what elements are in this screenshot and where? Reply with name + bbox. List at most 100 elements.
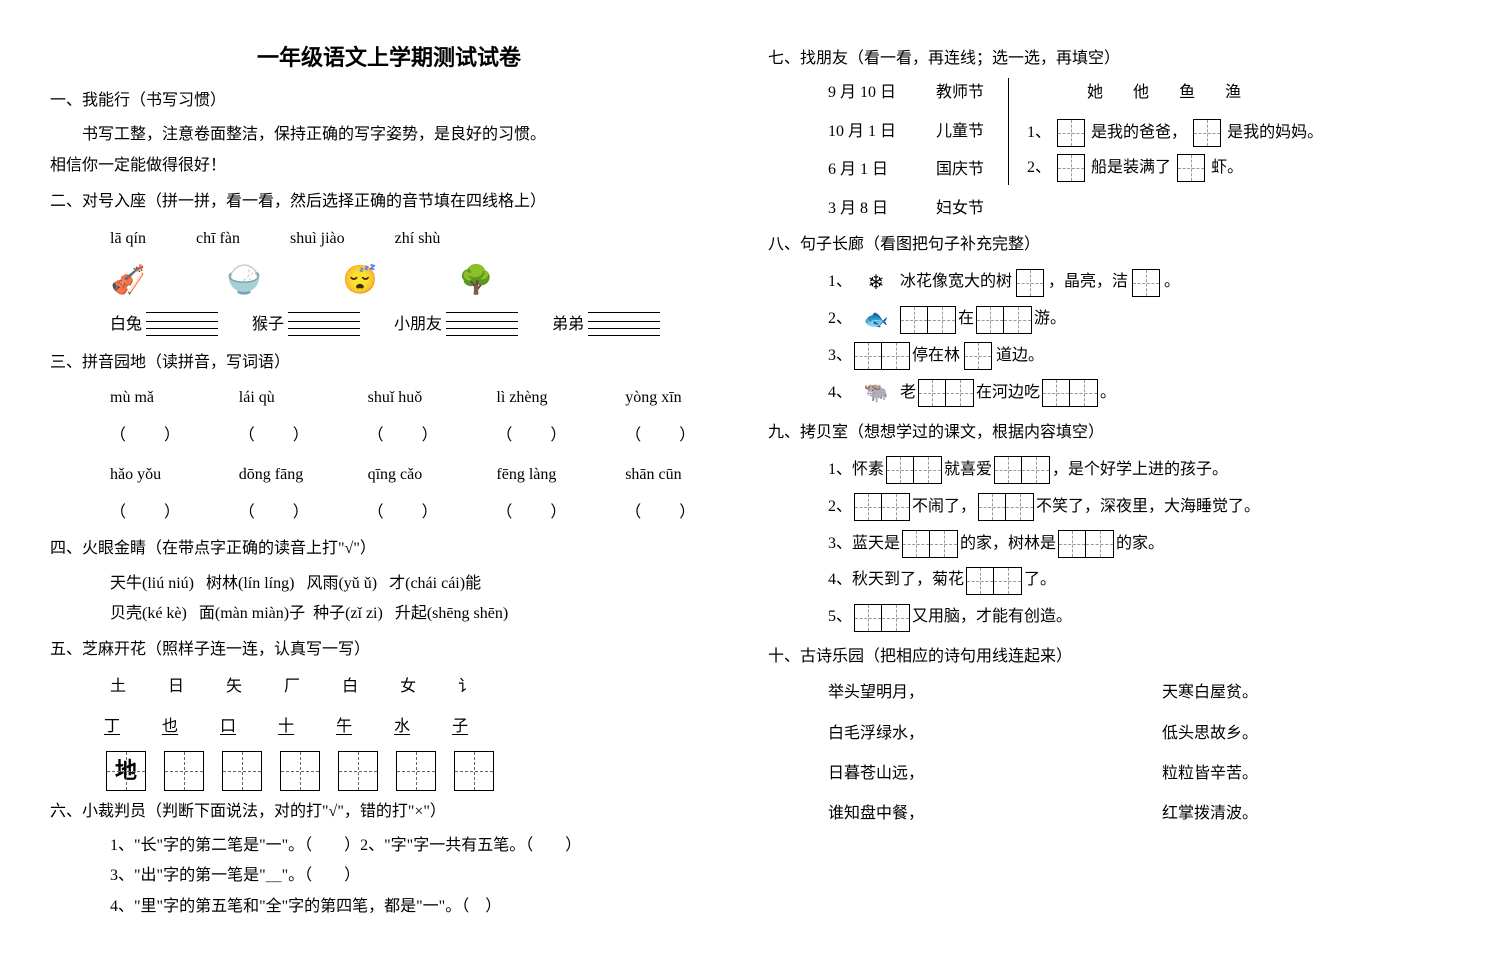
tianzige-pair <box>854 493 910 521</box>
paren: （ ） <box>110 421 213 451</box>
q4: 四、火眼金睛（在带点字正确的读音上打"√"） 天牛(liú niú) 树林(lí… <box>50 534 728 629</box>
q4-head: 四、火眼金睛（在带点字正确的读音上打"√"） <box>50 534 728 564</box>
right-column: 七、找朋友（看一看，再连线；选一选，再填空） 9 月 10 日 教师节 10 月… <box>768 40 1446 928</box>
char: 口 <box>220 712 236 742</box>
q1-line1: 书写工整，注意卷面整洁，保持正确的写字姿势，是良好的习惯。 <box>50 120 728 150</box>
text: 3、 <box>828 338 852 375</box>
q7-fest-2: 国庆节 <box>936 155 984 185</box>
q7-fill: 她 他 鱼 渔 1、 是我的爸爸， 是我的妈妈。 2、 <box>1008 78 1323 185</box>
text: 在河边吃 <box>976 375 1040 412</box>
q2-pic-row: 🎻 🍚 😴 🌳 <box>100 258 728 304</box>
char: 矢 <box>226 672 242 702</box>
q9-list: 1、怀素 就喜爱 ，是个好学上进的孩子。 2、 不闹了， 不笑了，深夜里，大海睡… <box>828 452 1446 636</box>
q5-head: 五、芝麻开花（照样子连一连，认真写一写） <box>50 635 728 665</box>
tianzige-example: 地 <box>106 751 146 791</box>
q3-r1-4: yòng xīn <box>625 383 728 413</box>
text: 了。 <box>1024 562 1056 599</box>
q7: 七、找朋友（看一看，再连线；选一选，再填空） 9 月 10 日 教师节 10 月… <box>768 44 1446 224</box>
text: 停在林 <box>912 338 960 375</box>
char: 他 <box>1133 78 1149 108</box>
char: 土 <box>110 672 126 702</box>
poem-right: 红掌拨清波。 <box>1162 799 1446 829</box>
text: 的家，树林是 <box>960 526 1056 563</box>
paren: （ ） <box>239 498 342 528</box>
q1: 一、我能行（书写习惯） 书写工整，注意卷面整洁，保持正确的写字姿势，是良好的习惯… <box>50 86 728 181</box>
q9-s2: 2、 不闹了， 不笑了，深夜里，大海睡觉了。 <box>828 489 1446 526</box>
paren: （ ） <box>368 498 471 528</box>
paren: （ ） <box>110 498 213 528</box>
q2-pinyin-row: lā qín chī fàn shuì jiào zhí shù <box>110 224 728 254</box>
q1-line2: 相信你一定能做得很好！ <box>50 151 728 181</box>
text: 5、 <box>828 599 852 636</box>
q9-s4: 4、秋天到了，菊花 了。 <box>828 562 1446 599</box>
text: 冰花像宽大的树 <box>900 264 1012 301</box>
q5: 五、芝麻开花（照样子连一连，认真写一写） 土 日 矢 厂 白 女 讠 丁 也 口… <box>50 635 728 790</box>
q3-r1-2: shuǐ huǒ <box>368 383 471 413</box>
q3-r2-4: shān cūn <box>625 460 728 490</box>
tianzige-pair <box>902 530 958 558</box>
tianzige <box>164 751 204 791</box>
text: 4、 <box>828 375 852 412</box>
char: 丁 <box>104 712 120 742</box>
q2-head: 二、对号入座（拼一拼，看一看，然后选择正确的音节填在四线格上） <box>50 187 728 217</box>
text: 在 <box>958 301 974 338</box>
paren: （ ） <box>239 421 342 451</box>
text: 老 <box>900 375 916 412</box>
q5-tianzige-row: 地 <box>106 751 728 791</box>
q7-content: 9 月 10 日 教师节 10 月 1 日 儿童节 6 月 1 日 国庆节 3 … <box>768 78 1446 224</box>
tianzige-pair <box>854 342 910 370</box>
q2-item-1: 猴子 <box>252 310 360 340</box>
text: 虾。 <box>1211 159 1243 176</box>
q2-label-2: 小朋友 <box>394 310 442 340</box>
sixian-box <box>446 312 518 336</box>
tianzige-small <box>1016 269 1044 297</box>
q8-s4: 4、 🐃 老 在河边吃 。 <box>828 375 1446 412</box>
text: 不笑了，深夜里，大海睡觉了。 <box>1036 489 1260 526</box>
poem-left: 谁知盘中餐， <box>828 799 1112 829</box>
poem-left: 举头望明月， <box>828 678 1112 708</box>
q7-head: 七、找朋友（看一看，再连线；选一选，再填空） <box>768 44 1446 74</box>
tianzige-pair <box>966 567 1022 595</box>
q7-date-1: 10 月 1 日 <box>828 117 896 147</box>
q5-bot-row: 丁 也 口 十 午 水 子 <box>104 712 728 742</box>
tianzige-pair <box>1058 530 1114 558</box>
q7-match: 9 月 10 日 教师节 10 月 1 日 儿童节 6 月 1 日 国庆节 3 … <box>828 78 984 224</box>
char: 也 <box>162 712 178 742</box>
q10-grid: 举头望明月， 天寒白屋贫。 白毛浮绿水， 低头思故乡。 日暮苍山远， 粒粒皆辛苦… <box>828 678 1446 830</box>
q2-pinyin-3: zhí shù <box>395 224 441 254</box>
q8-list: 1、 ❄ 冰花像宽大的树 ，晶亮，洁 。 2、 🐟 在 游。 <box>828 264 1446 411</box>
tianzige <box>280 751 320 791</box>
q9-s5: 5、 又用脑，才能有创造。 <box>828 599 1446 636</box>
q6-item4: 4、"里"字的第五笔和"全"字的第四笔，都是"一"。（ ） <box>110 892 728 922</box>
q3-r1-0: mù mǎ <box>110 383 213 413</box>
poem-left: 日暮苍山远， <box>828 759 1112 789</box>
tianzige-small <box>1193 119 1221 147</box>
char: 她 <box>1087 78 1103 108</box>
tianzige-small <box>1057 154 1085 182</box>
q7-chars: 她 他 鱼 渔 <box>1087 78 1323 108</box>
fish-icon: 🐟 <box>858 305 894 335</box>
q3-r2-3: fēng làng <box>496 460 599 490</box>
tianzige-pair <box>976 306 1032 334</box>
char: 厂 <box>284 672 300 702</box>
tianzige-pair <box>978 493 1034 521</box>
tianzige <box>222 751 262 791</box>
poem-left: 白毛浮绿水， <box>828 719 1112 749</box>
planting-icon: 🌳 <box>448 258 504 304</box>
tianzige <box>338 751 378 791</box>
q7-date-0: 9 月 10 日 <box>828 78 896 108</box>
tianzige-pair <box>918 379 974 407</box>
tianzige <box>396 751 436 791</box>
sleeping-icon: 😴 <box>332 258 388 304</box>
q2-item-0: 白兔 <box>110 310 218 340</box>
q4-2b: 面(màn miàn)子 <box>199 605 305 622</box>
frost-flower-icon: ❄ <box>858 268 894 298</box>
q7-date-2: 6 月 1 日 <box>828 155 896 185</box>
q8: 八、句子长廊（看图把句子补充完整） 1、 ❄ 冰花像宽大的树 ，晶亮，洁 。 2… <box>768 230 1446 412</box>
q4-line1: 天牛(liú niú) 树林(lín líng) 风雨(yǔ ǔ) 才(chái… <box>110 569 728 599</box>
tianzige-pair <box>886 456 942 484</box>
left-column: 一年级语文上学期测试试卷 一、我能行（书写习惯） 书写工整，注意卷面整洁，保持正… <box>50 40 728 928</box>
char: 女 <box>400 672 416 702</box>
q2-pinyin-1: chī fàn <box>196 224 240 254</box>
q2-item-3: 弟弟 <box>552 310 660 340</box>
